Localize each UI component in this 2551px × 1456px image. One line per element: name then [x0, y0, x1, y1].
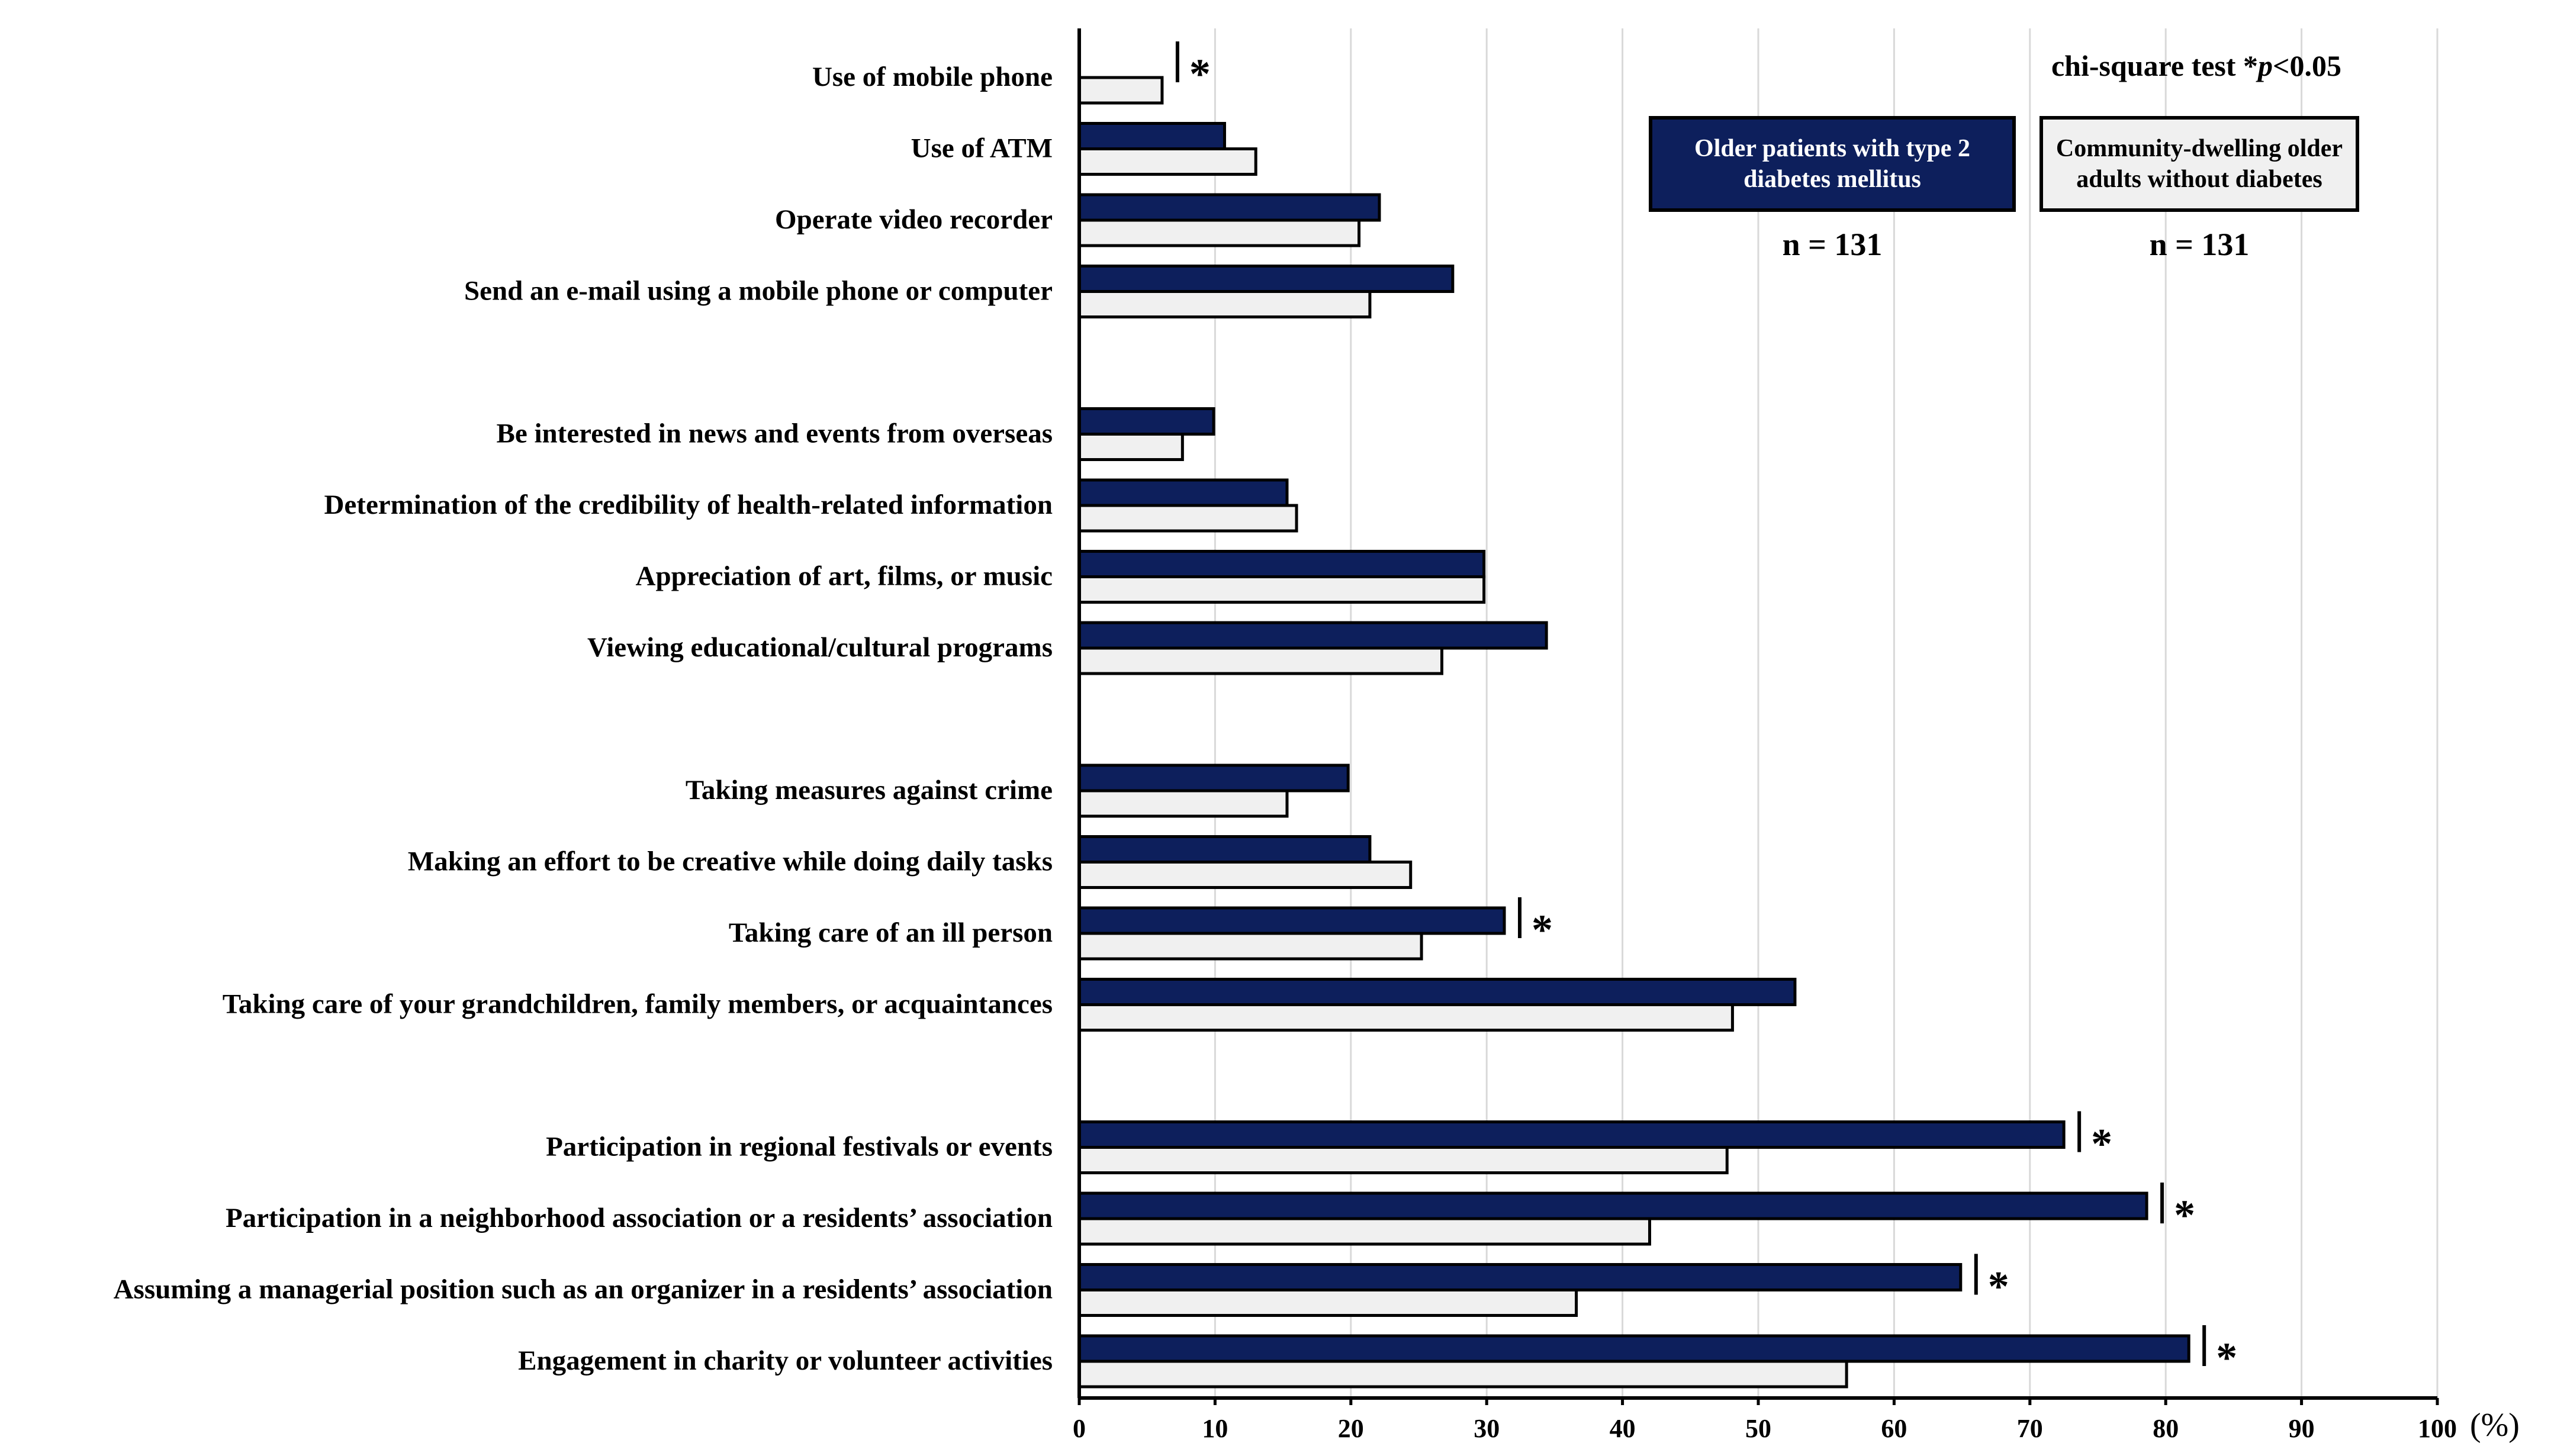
test-note-suffix: <0.05: [2273, 49, 2342, 82]
x-tick-label-20: 20: [1338, 1414, 1364, 1443]
legend-entry-no-diabetes: Community-dwelling older adults without …: [2039, 116, 2359, 212]
statistical-test-note: chi-square test *p<0.05: [2001, 49, 2392, 83]
category-label-1: Use of ATM: [911, 133, 1053, 164]
bar-diabetes-2: [1077, 193, 1381, 222]
legend-n-diabetes: n = 131: [1782, 227, 1883, 262]
bar-diabetes-13: [1077, 1191, 2148, 1220]
bar-diabetes-3: [1077, 265, 1455, 293]
x-tick-label-30: 30: [1474, 1414, 1500, 1443]
bar-diabetes-12: [1077, 1120, 2066, 1149]
category-label-9: Making an effort to be creative while do…: [408, 846, 1053, 877]
bar-diabetes-6: [1077, 550, 1486, 578]
x-tick-label-60: 60: [1881, 1414, 1907, 1443]
significance-star-13: *: [2174, 1191, 2195, 1239]
category-label-14: Assuming a managerial position such as a…: [114, 1274, 1053, 1305]
axes: [1077, 28, 2439, 1405]
bar-no-diabetes-0: [1077, 76, 1164, 105]
category-label-4: Be interested in news and events from ov…: [497, 418, 1053, 449]
legend-n-no-diabetes: n = 131: [2149, 227, 2250, 262]
x-tick-label-90: 90: [2289, 1414, 2315, 1443]
bar-no-diabetes-13: [1077, 1217, 1651, 1246]
significance-star-0: *: [1189, 50, 1211, 98]
category-label-6: Appreciation of art, films, or music: [636, 561, 1053, 592]
bar-diabetes-7: [1077, 621, 1548, 650]
bar-no-diabetes-9: [1077, 861, 1413, 889]
bar-no-diabetes-1: [1077, 147, 1257, 176]
significance-star-12: *: [2091, 1120, 2112, 1168]
x-tick-label-40: 40: [1610, 1414, 1636, 1443]
bars: [1077, 76, 2190, 1389]
category-label-5: Determination of the credibility of heal…: [324, 489, 1053, 520]
bar-no-diabetes-4: [1077, 433, 1184, 461]
category-label-10: Taking care of an ill person: [729, 917, 1053, 948]
bar-diabetes-9: [1077, 835, 1372, 864]
bar-no-diabetes-3: [1077, 290, 1372, 318]
category-label-0: Use of mobile phone: [812, 62, 1053, 92]
bar-no-diabetes-5: [1077, 504, 1298, 533]
gridlines: [1214, 28, 2439, 1398]
bar-no-diabetes-12: [1077, 1146, 1729, 1174]
x-tick-label-10: 10: [1202, 1414, 1228, 1443]
bar-no-diabetes-11: [1077, 1003, 1734, 1032]
bar-diabetes-1: [1077, 122, 1226, 150]
test-note-p: p: [2258, 49, 2273, 82]
x-axis-unit-label: (%): [2470, 1407, 2520, 1444]
category-label-8: Taking measures against crime: [686, 775, 1053, 806]
bar-no-diabetes-8: [1077, 789, 1289, 818]
legend-label-diabetes: Older patients with type 2 diabetes mell…: [1694, 134, 1970, 194]
significance-markers: * * * * * *: [1175, 41, 2237, 1381]
significance-star-15: *: [2216, 1334, 2237, 1381]
bar-no-diabetes-2: [1077, 218, 1361, 247]
x-tick-label-0: 0: [1073, 1414, 1086, 1443]
bar-diabetes-8: [1077, 764, 1350, 793]
bar-no-diabetes-10: [1077, 932, 1423, 961]
bar-no-diabetes-7: [1077, 646, 1443, 675]
legend-label-no-diabetes: Community-dwelling older adults without …: [2055, 134, 2343, 194]
bar-no-diabetes-14: [1077, 1289, 1578, 1317]
test-note-prefix: chi-square test *: [2051, 49, 2259, 82]
category-label-15: Engagement in charity or volunteer activ…: [518, 1345, 1053, 1376]
category-label-3: Send an e-mail using a mobile phone or c…: [464, 276, 1053, 307]
category-label-13: Participation in a neighborhood associat…: [226, 1203, 1053, 1233]
bar-diabetes-10: [1077, 906, 1506, 935]
bar-no-diabetes-6: [1077, 575, 1486, 604]
significance-star-14: *: [1988, 1263, 2009, 1310]
category-label-11: Taking care of your grandchildren, famil…: [223, 989, 1053, 1020]
bar-diabetes-4: [1077, 407, 1215, 436]
category-label-7: Viewing educational/cultural programs: [587, 632, 1053, 663]
category-label-2: Operate video recorder: [775, 204, 1053, 235]
bar-no-diabetes-15: [1077, 1360, 1848, 1389]
significance-star-10: *: [1532, 906, 1553, 954]
bar-diabetes-5: [1077, 478, 1289, 507]
category-label-12: Participation in regional festivals or e…: [546, 1132, 1053, 1162]
x-tick-label-50: 50: [1745, 1414, 1771, 1443]
bar-diabetes-11: [1077, 978, 1797, 1006]
legend-entry-diabetes: Older patients with type 2 diabetes mell…: [1649, 116, 2016, 212]
x-tick-label-100: 100: [2418, 1414, 2457, 1443]
x-tick-label-80: 80: [2153, 1414, 2179, 1443]
tick-labels: 0 10 20 30 40 50 60 70 80 90 100 (%): [1073, 1407, 2520, 1444]
x-tick-label-70: 70: [2017, 1414, 2043, 1443]
bar-diabetes-14: [1077, 1263, 1963, 1291]
category-labels: Use of mobile phone Use of ATM Operate vid…: [114, 62, 1053, 1376]
bar-diabetes-15: [1077, 1334, 2190, 1363]
